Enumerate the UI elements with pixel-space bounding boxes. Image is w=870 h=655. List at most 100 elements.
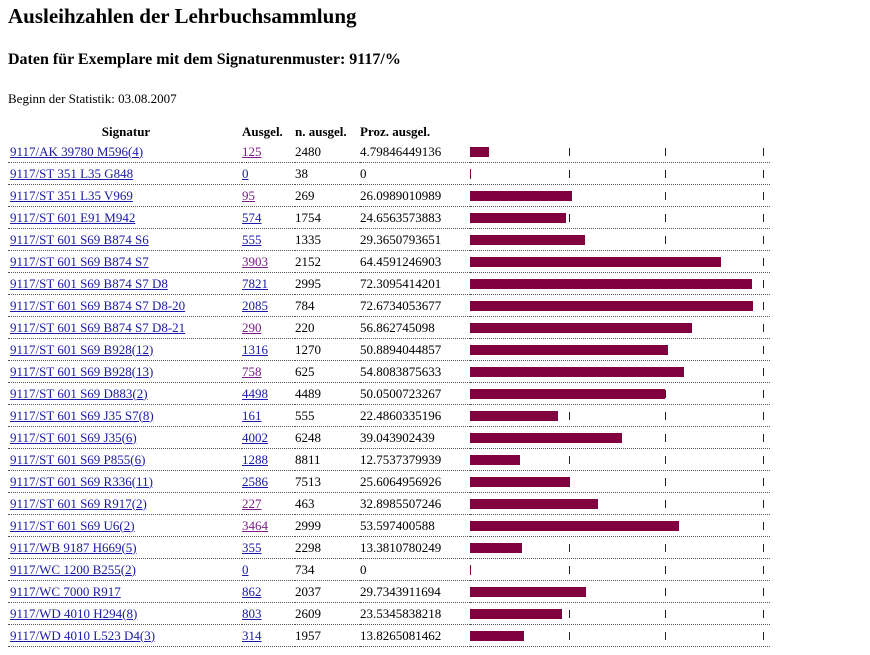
percentage-bar-cell bbox=[470, 382, 770, 405]
scale-tick-1 bbox=[569, 610, 570, 618]
ausgel-count-link[interactable]: 555 bbox=[242, 231, 262, 247]
table-body: 9117/AK 39780 M596(4) 125 2480 4.7984644913… bbox=[8, 141, 770, 647]
ausgel-count-link[interactable]: 227 bbox=[242, 495, 262, 511]
signatur-link[interactable]: 9117/ST 601 S69 D883(2) bbox=[10, 385, 148, 401]
ausgel-count-link[interactable]: 95 bbox=[242, 187, 255, 203]
ausgel-cell: 862 bbox=[242, 580, 295, 603]
ausgel-count-link[interactable]: 0 bbox=[242, 165, 249, 181]
signatur-link[interactable]: 9117/ST 601 S69 P855(6) bbox=[10, 451, 146, 467]
percentage-bar-cell bbox=[470, 360, 770, 383]
signatur-link[interactable]: 9117/ST 351 L35 G848 bbox=[10, 165, 134, 181]
ausgel-count-link[interactable]: 290 bbox=[242, 319, 262, 335]
signatur-link[interactable]: 9117/WD 4010 L523 D4(3) bbox=[10, 627, 156, 643]
scale-tick-3 bbox=[763, 148, 764, 156]
n-ausgel-value: 2480 bbox=[295, 141, 360, 163]
loan-statistics-table: Signatur Ausgel. n. ausgel. Proz. ausgel… bbox=[8, 122, 770, 647]
ausgel-count-link[interactable]: 2085 bbox=[242, 297, 268, 313]
scale-tick-2 bbox=[665, 588, 666, 596]
percentage-bar-track bbox=[470, 361, 770, 382]
percentage-bar bbox=[470, 301, 754, 311]
proz-ausgel-value: 32.8985507246 bbox=[360, 492, 470, 515]
scale-tick-1 bbox=[569, 632, 570, 640]
ausgel-count-link[interactable]: 314 bbox=[242, 627, 262, 643]
percentage-bar-cell bbox=[470, 580, 770, 603]
ausgel-cell: 314 bbox=[242, 624, 295, 647]
percentage-bar-track bbox=[470, 295, 770, 316]
n-ausgel-value: 1335 bbox=[295, 228, 360, 251]
signatur-cell: 9117/WD 4010 H294(8) bbox=[8, 602, 242, 625]
percentage-bar bbox=[470, 235, 585, 245]
ausgel-count-link[interactable]: 161 bbox=[242, 407, 262, 423]
percentage-bar-track bbox=[470, 449, 770, 470]
signatur-link[interactable]: 9117/ST 601 S69 R336(11) bbox=[10, 473, 153, 489]
percentage-bar-cell bbox=[470, 448, 770, 471]
percentage-bar-track bbox=[470, 185, 770, 206]
ausgel-count-link[interactable]: 3903 bbox=[242, 253, 268, 269]
ausgel-count-link[interactable]: 7821 bbox=[242, 275, 268, 291]
scale-tick-3 bbox=[763, 192, 764, 200]
percentage-bar-track bbox=[470, 471, 770, 492]
ausgel-count-link[interactable]: 803 bbox=[242, 605, 262, 621]
signatur-link[interactable]: 9117/AK 39780 M596(4) bbox=[10, 143, 144, 159]
percentage-bar-track bbox=[470, 251, 770, 272]
signatur-link[interactable]: 9117/ST 601 S69 R917(2) bbox=[10, 495, 147, 511]
proz-ausgel-value: 23.5345838218 bbox=[360, 602, 470, 625]
ausgel-count-link[interactable]: 1288 bbox=[242, 451, 268, 467]
percentage-bar bbox=[470, 521, 680, 531]
n-ausgel-value: 463 bbox=[295, 492, 360, 515]
scale-tick-3 bbox=[763, 610, 764, 618]
ausgel-cell: 574 bbox=[242, 206, 295, 229]
column-header-proz-ausgel: Proz. ausgel. bbox=[360, 123, 431, 139]
scale-tick-3 bbox=[763, 632, 764, 640]
ausgel-count-link[interactable]: 125 bbox=[242, 143, 262, 159]
signatur-link[interactable]: 9117/ST 601 S69 J35 S7(8) bbox=[10, 407, 154, 423]
signatur-link[interactable]: 9117/WD 4010 H294(8) bbox=[10, 605, 138, 621]
ausgel-count-link[interactable]: 862 bbox=[242, 583, 262, 599]
signatur-cell: 9117/ST 601 S69 B874 S7 bbox=[8, 250, 242, 273]
percentage-bar-track bbox=[470, 625, 770, 646]
table-row: 9117/WC 1200 B255(2) 0 734 0 bbox=[8, 558, 770, 581]
signatur-link[interactable]: 9117/ST 601 E91 M942 bbox=[10, 209, 136, 225]
signatur-link[interactable]: 9117/ST 601 S69 J35(6) bbox=[10, 429, 137, 445]
percentage-bar-track bbox=[470, 163, 770, 184]
signatur-link[interactable]: 9117/WC 1200 B255(2) bbox=[10, 561, 136, 577]
signatur-link[interactable]: 9117/ST 601 S69 B874 S6 bbox=[10, 231, 149, 247]
ausgel-cell: 355 bbox=[242, 536, 295, 559]
signatur-link[interactable]: 9117/WB 9187 H669(5) bbox=[10, 539, 137, 555]
ausgel-count-link[interactable]: 4002 bbox=[242, 429, 268, 445]
percentage-bar-track bbox=[470, 141, 770, 162]
ausgel-count-link[interactable]: 758 bbox=[242, 363, 262, 379]
signatur-link[interactable]: 9117/ST 601 S69 B874 S7 D8 bbox=[10, 275, 168, 291]
signatur-link[interactable]: 9117/ST 601 S69 U6(2) bbox=[10, 517, 135, 533]
scale-tick-3 bbox=[763, 434, 764, 442]
percentage-bar-track bbox=[470, 405, 770, 426]
signatur-link[interactable]: 9117/ST 601 S69 B874 S7 D8-21 bbox=[10, 319, 186, 335]
ausgel-count-link[interactable]: 355 bbox=[242, 539, 262, 555]
signatur-cell: 9117/ST 601 S69 D883(2) bbox=[8, 382, 242, 405]
percentage-bar bbox=[470, 213, 567, 223]
proz-ausgel-value: 53.597400588 bbox=[360, 514, 470, 537]
scale-tick-2 bbox=[665, 500, 666, 508]
scale-tick-1 bbox=[569, 412, 570, 420]
ausgel-count-link[interactable]: 1316 bbox=[242, 341, 268, 357]
ausgel-count-link[interactable]: 0 bbox=[242, 561, 249, 577]
table-row: 9117/ST 601 S69 J35 S7(8) 161 555 22.486033… bbox=[8, 404, 770, 427]
signatur-link[interactable]: 9117/ST 351 L35 V969 bbox=[10, 187, 133, 203]
percentage-bar bbox=[470, 411, 558, 421]
scale-tick-2 bbox=[665, 192, 666, 200]
proz-ausgel-value: 50.8894044857 bbox=[360, 338, 470, 361]
scale-tick-3 bbox=[763, 456, 764, 464]
signatur-link[interactable]: 9117/ST 601 S69 B928(12) bbox=[10, 341, 154, 357]
n-ausgel-value: 2995 bbox=[295, 272, 360, 295]
signatur-link[interactable]: 9117/ST 601 S69 B874 S7 D8-20 bbox=[10, 297, 186, 313]
column-header-signatur: Signatur bbox=[101, 123, 151, 139]
proz-ausgel-value: 12.7537379939 bbox=[360, 448, 470, 471]
ausgel-count-link[interactable]: 2586 bbox=[242, 473, 268, 489]
signatur-link[interactable]: 9117/WC 7000 R917 bbox=[10, 583, 121, 599]
ausgel-count-link[interactable]: 4498 bbox=[242, 385, 268, 401]
signatur-link[interactable]: 9117/ST 601 S69 B928(13) bbox=[10, 363, 154, 379]
ausgel-count-link[interactable]: 574 bbox=[242, 209, 262, 225]
ausgel-count-link[interactable]: 3464 bbox=[242, 517, 268, 533]
n-ausgel-value: 1957 bbox=[295, 624, 360, 647]
signatur-link[interactable]: 9117/ST 601 S69 B874 S7 bbox=[10, 253, 149, 269]
